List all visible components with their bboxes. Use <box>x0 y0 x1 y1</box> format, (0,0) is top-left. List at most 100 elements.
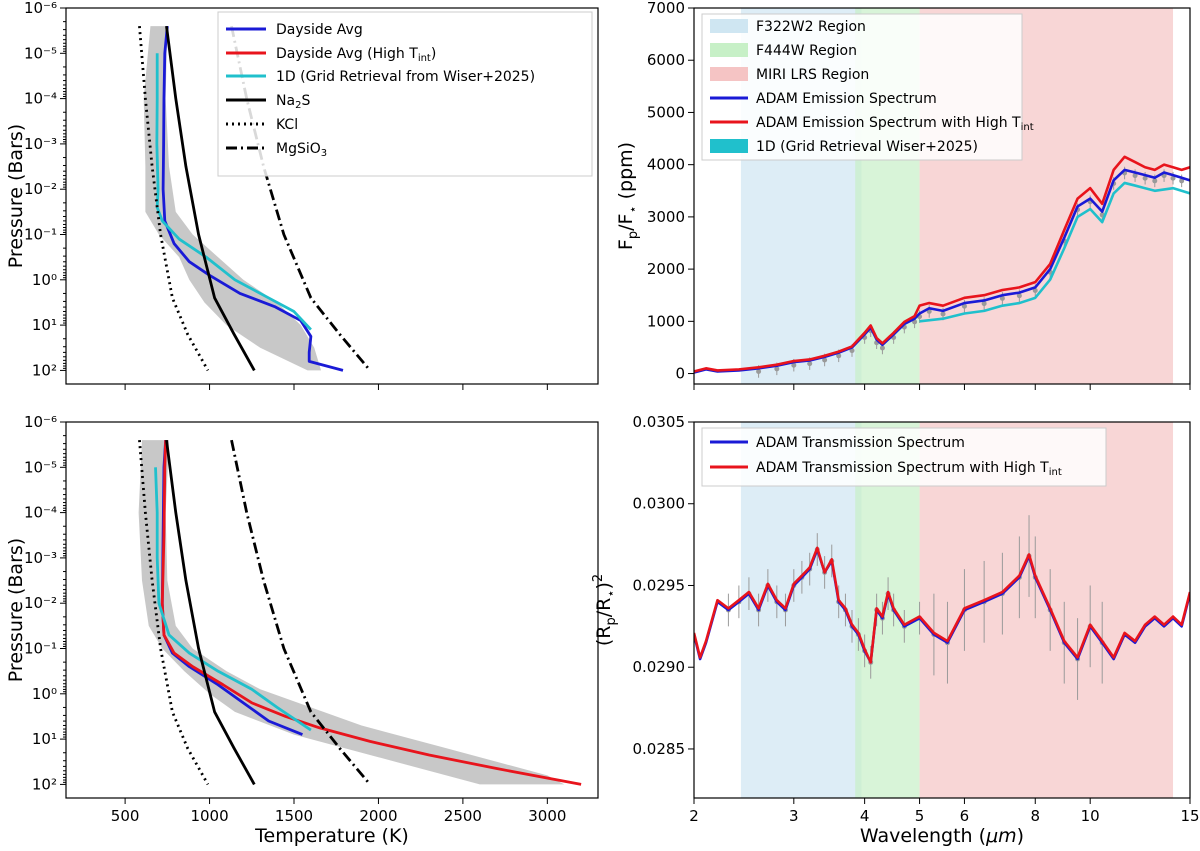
x-tick-label: 4 <box>860 807 870 825</box>
y-axis-label: Fp/F⋆ (ppm) <box>615 142 641 250</box>
obs-point <box>981 301 987 307</box>
x-axis-label: Temperature (K) <box>254 825 409 847</box>
spectrum-line-1 <box>694 155 1190 373</box>
obs-point <box>940 311 946 317</box>
tp-line-3 <box>165 439 256 786</box>
legend-label-adam-transmission: ADAM Transmission Spectrum <box>756 435 965 451</box>
obs-point <box>999 295 1005 301</box>
y-tick-label: 2000 <box>647 260 685 278</box>
y-tick-label: 10⁻² <box>24 594 57 612</box>
x-tick-label: 3 <box>789 807 799 825</box>
legend-label-adam-transmission-high: ADAM Transmission Spectrum with High Tin… <box>756 460 1062 478</box>
x-tick-label: 2 <box>689 807 699 825</box>
y-tick-label: 10⁻³ <box>24 135 57 153</box>
y-axis-ticks: 0.0285 0.0290 0.0295 0.0300 0.0305 <box>633 413 694 758</box>
y-tick-label: 7000 <box>647 0 685 17</box>
spectrum-line-1 <box>694 546 1190 664</box>
x-axis-label: Wavelength (μm) <box>860 825 1024 847</box>
obs-point <box>756 368 762 374</box>
y-tick-label: 10² <box>32 361 57 379</box>
y-axis-label: Pressure (Bars) <box>5 124 27 268</box>
legend: Dayside Avg Dayside Avg (High Tint) 1D (… <box>217 11 593 177</box>
obs-point <box>1170 175 1176 181</box>
y-tick-label: 3000 <box>647 208 685 226</box>
legend-swatch-grid-retrieval <box>710 139 748 153</box>
tp-posterior-band <box>138 440 565 785</box>
y-tick-label: 10⁻² <box>24 180 57 198</box>
legend-label-miri: MIRI LRS Region <box>756 67 869 83</box>
plot-frame <box>65 7 599 385</box>
x-tick-label: 15 <box>1180 807 1199 825</box>
tp-posterior-band <box>143 26 322 371</box>
x-tick-label: 2500 <box>444 807 482 825</box>
legend-label-adam-emission-high: ADAM Emission Spectrum with High Tint <box>756 115 1034 133</box>
x-tick-label: 2000 <box>359 807 397 825</box>
x-tick-label: 1500 <box>275 807 313 825</box>
x-tick-label: 1000 <box>190 807 228 825</box>
y-tick-label: 10⁻⁴ <box>24 90 57 108</box>
y-axis-ticks: 10⁻⁶ 10⁻⁵ 10⁻⁴ 10⁻³ 10⁻² 10⁻¹ 10⁰ 10¹ 10² <box>24 0 66 379</box>
y-tick-label: 1000 <box>647 312 685 330</box>
y-tick-label: 0.0285 <box>633 740 686 758</box>
y-axis-label: Pressure (Bars) <box>5 538 27 682</box>
legend-label-na2s: Na2S <box>276 93 310 111</box>
legend-label-f444w: F444W Region <box>756 43 857 59</box>
spectrum-line-2 <box>919 181 1190 323</box>
legend-label-grid-retrieval: 1D (Grid Retrieval from Wiser+2025) <box>276 69 535 85</box>
tp-line-4 <box>138 440 210 786</box>
y-tick-label: 10¹ <box>32 316 57 334</box>
plot-frame <box>65 421 599 799</box>
tp-line-3 <box>165 25 256 372</box>
tp-posterior-area <box>138 440 565 785</box>
tp-profile-lines <box>138 439 582 786</box>
pressure-temperature-panel-bottom: 500 1000 1500 2000 2500 3000 10⁻⁶ 10⁻⁵ 10⁻⁴ 10⁻³… <box>5 413 599 847</box>
legend-label-kcl: KCl <box>276 117 298 133</box>
y-tick-label: 6000 <box>647 51 685 69</box>
legend-label-f322w2: F322W2 Region <box>756 19 866 35</box>
tp-line-2 <box>155 53 312 331</box>
legend-swatch-f444w <box>710 43 748 57</box>
model-spectra <box>694 546 1190 664</box>
x-axis-ticks: 500 1000 1500 2000 2500 3000 <box>111 798 566 825</box>
y-tick-label: 10⁻¹ <box>24 640 57 658</box>
y-tick-label: 10⁻⁶ <box>24 413 57 431</box>
y-tick-label: 10⁰ <box>32 271 57 289</box>
obs-point <box>879 345 885 351</box>
obs-point <box>961 303 967 309</box>
y-tick-label: 10⁻³ <box>24 549 57 567</box>
obs-point <box>774 366 780 372</box>
y-tick-label: 5000 <box>647 103 685 121</box>
legend-label-dayside-avg: Dayside Avg <box>276 22 363 38</box>
tp-line-5 <box>230 25 372 372</box>
y-axis-ticks: 10⁻⁶ 10⁻⁵ 10⁻⁴ 10⁻³ 10⁻² 10⁻¹ 10⁰ 10¹ 10² <box>24 413 66 793</box>
obs-point <box>836 353 842 359</box>
transmission-spectrum-panel: 2 3 4 5 6 8 10 15 0.0285 0.0290 0.0295 0.0300 0.030… <box>591 413 1200 847</box>
obs-point <box>1032 288 1038 294</box>
x-tick-label: 6 <box>960 807 970 825</box>
y-tick-label: 0.0305 <box>633 413 686 431</box>
y-tick-label: 10¹ <box>32 730 57 748</box>
obs-point <box>791 362 797 368</box>
y-tick-label: 0.0295 <box>633 576 686 594</box>
obs-point <box>1142 175 1148 181</box>
legend-box <box>701 13 1023 161</box>
legend-label-mgsio3: MgSiO3 <box>276 141 327 159</box>
x-axis-ticks <box>693 384 1191 390</box>
x-axis-ticks <box>124 384 548 390</box>
legend: F322W2 Region F444W Region MIRI LRS Regi… <box>701 13 1034 161</box>
obs-point <box>822 357 828 363</box>
tp-line-1 <box>160 440 582 786</box>
obs-point <box>1152 178 1158 184</box>
legend-label-grid-retrieval: 1D (Grid Retrieval Wiser+2025) <box>756 139 978 155</box>
legend-box <box>217 11 593 177</box>
x-axis-ticks: 2 3 4 5 6 8 10 15 <box>689 798 1200 825</box>
y-tick-label: 4000 <box>647 156 685 174</box>
pressure-temperature-panel-top: 10⁻⁶ 10⁻⁵ 10⁻⁴ 10⁻³ 10⁻² 10⁻¹ 10⁰ 10¹ 10² Pressu… <box>5 0 599 390</box>
y-tick-label: 10⁻¹ <box>24 226 57 244</box>
y-tick-label: 0.0300 <box>633 495 686 513</box>
y-tick-label: 10⁻⁵ <box>24 458 57 476</box>
y-tick-label: 10⁰ <box>32 685 57 703</box>
x-tick-label: 10 <box>1081 807 1100 825</box>
legend-swatch-f322w2 <box>710 19 748 33</box>
